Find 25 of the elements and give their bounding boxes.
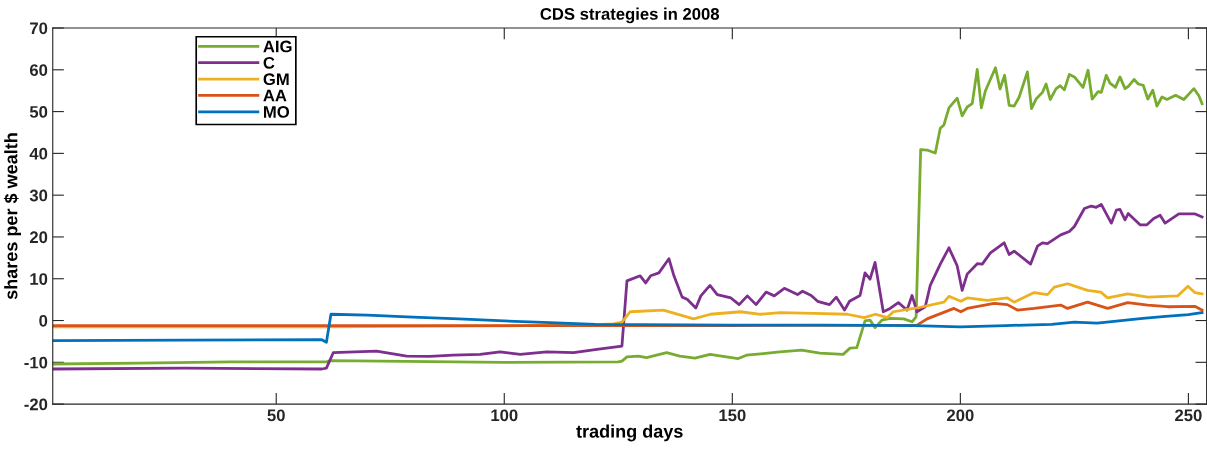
y-tick-label: 20	[29, 231, 48, 244]
y-tick-label: 40	[29, 147, 48, 160]
x-axis-title: trading days	[576, 424, 683, 442]
x-tick-label: 150	[719, 409, 746, 422]
y-tick-label: 70	[30, 22, 48, 35]
y-tick-label: 0	[39, 314, 48, 327]
legend-label: AIG	[263, 40, 292, 53]
x-tick-label: 250	[1175, 409, 1202, 422]
x-tick-label: 200	[947, 409, 974, 422]
x-tick-label: 50	[267, 409, 285, 422]
line-series	[52, 311, 1204, 344]
legend-label: AA	[263, 89, 287, 102]
y-tick-label: 60	[29, 64, 48, 77]
y-tick-label: 10	[30, 273, 48, 285]
y-tick-label: 30	[29, 189, 48, 202]
y-tick-label: -10	[24, 356, 48, 369]
legend-label: MO	[263, 106, 290, 118]
legend-label: C	[263, 56, 275, 69]
line-series	[52, 202, 1204, 371]
y-axis-title: shares per $ wealth	[3, 133, 22, 300]
legend-label: GM	[263, 73, 289, 86]
y-tick-label: 50	[29, 105, 48, 118]
y-tick-label: -20	[24, 398, 48, 411]
chart-title: CDS strategies in 2008	[540, 7, 720, 24]
x-tick-label: 100	[491, 409, 518, 422]
